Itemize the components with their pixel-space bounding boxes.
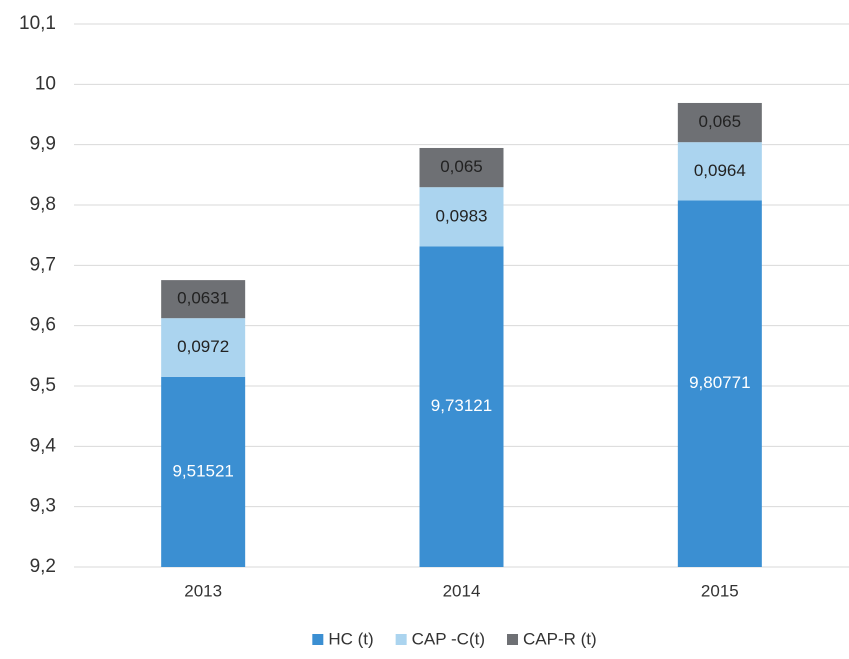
legend-swatch [312,634,324,645]
bar-segment [419,187,504,247]
y-tick-label: 9,7 [30,254,56,275]
y-tick-label: 9,4 [30,435,57,456]
y-tick-label: 9,2 [30,556,56,577]
y-tick-label: 9,6 [30,315,56,336]
value-label: 0,065 [699,112,742,131]
y-tick-label: 9,8 [30,194,56,215]
legend-label: CAP-R (t) [523,629,597,648]
bar-segment [677,102,762,143]
bar-segment [677,142,762,201]
bar-segment [161,280,246,319]
y-tick-label: 10,1 [19,13,56,34]
legend-swatch [507,634,519,645]
value-label: 0,065 [440,157,483,176]
x-tick-label: 2014 [443,581,481,600]
value-label: 0,0631 [177,289,229,308]
bar-segment [161,318,246,377]
y-tick-label: 9,5 [30,375,56,396]
value-label: 9,80771 [689,373,750,392]
legend-label: HC (t) [328,629,373,648]
y-tick-label: 10 [35,73,56,94]
bar-segment [677,200,762,567]
value-label: 9,51521 [172,461,233,480]
x-tick-label: 2013 [184,581,222,600]
legend-swatch [395,634,407,645]
x-tick-label: 2015 [701,581,739,600]
y-tick-label: 9,3 [30,496,56,517]
value-label: 9,73121 [431,396,492,415]
y-tick-label: 9,9 [30,134,56,155]
legend: HC (t) CAP -C(t) CAP-R (t) [312,629,597,648]
value-label: 0,0972 [177,337,229,356]
bar-segment [161,376,246,567]
value-label: 0,0983 [436,206,488,225]
legend-label: CAP -C(t) [412,629,485,648]
value-label: 0,0964 [694,161,746,180]
bar-segment [419,147,504,188]
bar-segment [419,246,504,567]
